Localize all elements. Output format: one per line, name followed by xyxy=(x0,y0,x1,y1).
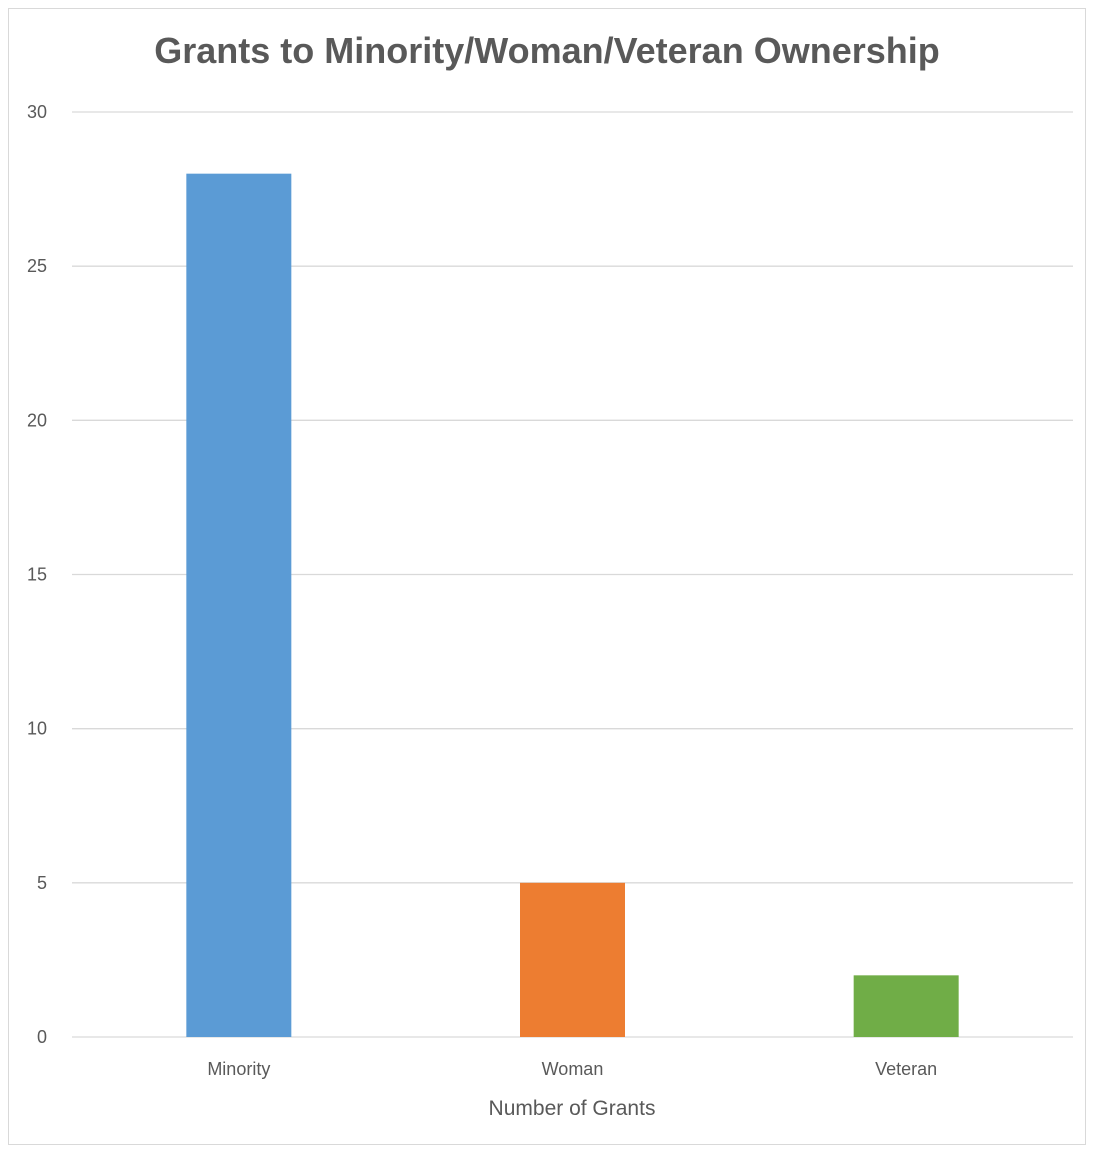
y-tick-label: 15 xyxy=(27,565,47,585)
bar-minority xyxy=(186,173,292,1037)
y-tick-label: 5 xyxy=(37,873,47,893)
x-tick-label-minority: Minority xyxy=(207,1059,270,1079)
y-tick-label: 10 xyxy=(27,719,47,739)
y-tick-label: 25 xyxy=(27,256,47,276)
chart-title: Grants to Minority/Woman/Veteran Ownersh… xyxy=(154,30,940,71)
x-axis-title: Number of Grants xyxy=(489,1097,656,1120)
bar-veteran xyxy=(853,975,959,1037)
bar-woman xyxy=(520,882,625,1037)
y-axis-ticks: 0 5 10 15 20 25 30 xyxy=(27,102,47,1047)
x-axis-ticks: Minority Woman Veteran xyxy=(207,1059,937,1079)
y-tick-label: 0 xyxy=(37,1027,47,1047)
x-tick-label-veteran: Veteran xyxy=(875,1059,937,1079)
bars xyxy=(186,173,959,1037)
y-tick-label: 30 xyxy=(27,102,47,122)
y-tick-label: 20 xyxy=(27,410,47,430)
x-tick-label-woman: Woman xyxy=(542,1059,604,1079)
